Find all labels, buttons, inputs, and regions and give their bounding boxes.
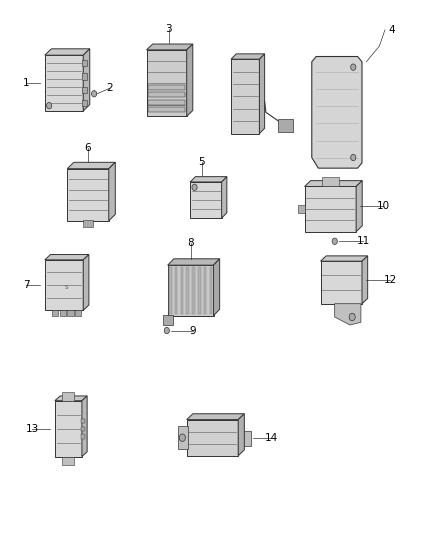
Bar bbox=[148, 85, 185, 90]
Text: 9: 9 bbox=[190, 326, 196, 336]
Polygon shape bbox=[356, 181, 362, 232]
Bar bbox=[62, 457, 74, 465]
Polygon shape bbox=[168, 259, 219, 265]
Polygon shape bbox=[187, 419, 238, 456]
Bar bbox=[175, 267, 177, 313]
Polygon shape bbox=[83, 49, 90, 111]
Polygon shape bbox=[55, 396, 87, 401]
Bar bbox=[148, 92, 185, 97]
Bar bbox=[81, 418, 85, 423]
Polygon shape bbox=[231, 54, 265, 59]
Bar bbox=[60, 310, 66, 316]
Text: 13: 13 bbox=[25, 424, 39, 434]
Circle shape bbox=[164, 327, 170, 334]
Bar bbox=[82, 100, 87, 106]
Polygon shape bbox=[321, 256, 367, 261]
Bar bbox=[180, 267, 183, 313]
Bar bbox=[82, 60, 87, 66]
Text: 11: 11 bbox=[357, 236, 370, 246]
Polygon shape bbox=[109, 163, 115, 221]
Bar bbox=[278, 119, 293, 132]
Polygon shape bbox=[83, 255, 89, 310]
Text: 14: 14 bbox=[264, 433, 278, 443]
Bar bbox=[163, 314, 173, 325]
Bar bbox=[169, 267, 172, 313]
Bar bbox=[148, 100, 185, 104]
Polygon shape bbox=[45, 255, 89, 260]
Bar bbox=[62, 392, 74, 401]
Polygon shape bbox=[82, 396, 87, 457]
Polygon shape bbox=[45, 49, 90, 55]
Text: 2: 2 bbox=[106, 83, 113, 93]
Circle shape bbox=[179, 434, 185, 441]
Polygon shape bbox=[312, 56, 362, 168]
Bar bbox=[244, 431, 251, 446]
Text: 12: 12 bbox=[384, 275, 397, 285]
Bar bbox=[198, 267, 201, 313]
Text: 3: 3 bbox=[166, 23, 172, 34]
Polygon shape bbox=[168, 265, 214, 316]
Bar bbox=[192, 267, 195, 313]
Bar bbox=[210, 267, 212, 313]
Polygon shape bbox=[231, 59, 259, 134]
Bar bbox=[52, 310, 58, 316]
Bar bbox=[81, 434, 85, 439]
Circle shape bbox=[92, 91, 97, 97]
Bar bbox=[83, 220, 93, 227]
Polygon shape bbox=[55, 401, 82, 457]
Polygon shape bbox=[321, 261, 362, 304]
Polygon shape bbox=[362, 256, 367, 304]
Polygon shape bbox=[190, 182, 222, 218]
Polygon shape bbox=[190, 176, 227, 182]
Polygon shape bbox=[187, 414, 244, 419]
Circle shape bbox=[349, 313, 355, 321]
Bar bbox=[187, 267, 189, 313]
Text: 6: 6 bbox=[85, 143, 92, 154]
Bar bbox=[75, 310, 81, 316]
Polygon shape bbox=[67, 168, 109, 221]
Polygon shape bbox=[147, 44, 193, 50]
Text: 1: 1 bbox=[23, 78, 30, 88]
Text: 5: 5 bbox=[198, 157, 205, 167]
Bar bbox=[82, 73, 87, 79]
Polygon shape bbox=[304, 181, 362, 187]
Polygon shape bbox=[45, 260, 83, 310]
Bar bbox=[67, 310, 74, 316]
Text: 8: 8 bbox=[187, 238, 194, 248]
Polygon shape bbox=[147, 50, 187, 116]
Circle shape bbox=[46, 102, 52, 109]
Polygon shape bbox=[214, 259, 219, 316]
Polygon shape bbox=[187, 44, 193, 116]
Circle shape bbox=[351, 64, 356, 70]
Text: 10: 10 bbox=[377, 201, 390, 212]
Polygon shape bbox=[335, 304, 361, 325]
Bar bbox=[321, 177, 339, 187]
Bar bbox=[298, 205, 305, 213]
Polygon shape bbox=[238, 414, 244, 456]
Polygon shape bbox=[304, 187, 356, 232]
Circle shape bbox=[192, 184, 197, 190]
Circle shape bbox=[351, 155, 356, 161]
Polygon shape bbox=[67, 163, 115, 168]
Bar bbox=[148, 107, 185, 112]
Bar bbox=[204, 267, 206, 313]
Bar bbox=[81, 426, 85, 431]
Bar bbox=[178, 426, 187, 449]
Polygon shape bbox=[259, 54, 265, 134]
Text: 7: 7 bbox=[23, 280, 30, 290]
Polygon shape bbox=[222, 176, 227, 218]
Text: S: S bbox=[64, 285, 68, 290]
Circle shape bbox=[332, 238, 337, 245]
Bar bbox=[82, 86, 87, 93]
Polygon shape bbox=[45, 55, 83, 111]
Text: 4: 4 bbox=[388, 25, 395, 35]
